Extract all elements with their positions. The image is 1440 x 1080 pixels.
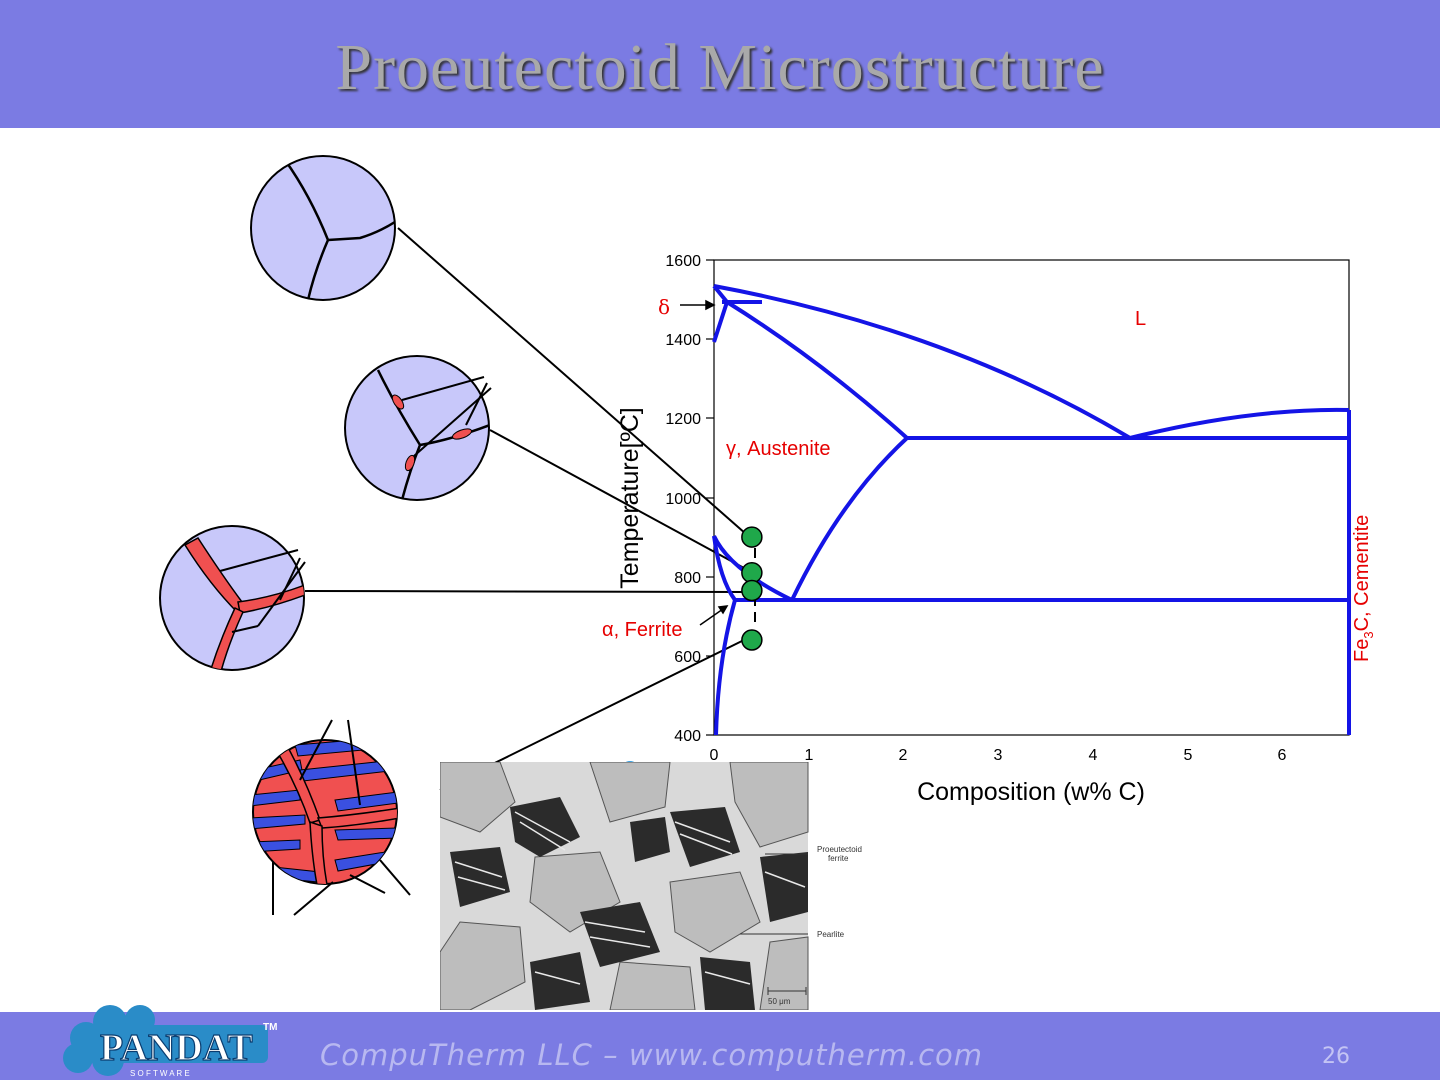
- state-point: [741, 579, 763, 602]
- microstructure-nucleation: [344, 355, 492, 501]
- connector-line: [304, 590, 745, 593]
- x-tick-label: 5: [1184, 747, 1193, 764]
- y-tick-label: 1000: [665, 491, 701, 508]
- x-tick-label: 3: [994, 747, 1003, 764]
- state-point: [741, 629, 763, 651]
- micrograph-callout: ferrite: [828, 854, 849, 863]
- state-point: [741, 526, 763, 548]
- x-tick-label: 6: [1278, 747, 1287, 764]
- x-tick-label: 4: [1089, 747, 1098, 764]
- logo-text: PANDAT: [100, 1027, 253, 1069]
- pandat-logo: PANDAT TM S O F T W A R E: [63, 1005, 277, 1078]
- y-tick-label: 800: [674, 570, 701, 587]
- x-axis-label: Composition (w% C): [917, 778, 1145, 806]
- state-point: [741, 561, 763, 584]
- micrograph: Proeutectoid ferrite Pearlite 50 μm: [440, 762, 868, 1010]
- phase-label-liquid: L: [1135, 308, 1146, 330]
- slide-title: Proeutectoid Microstructure: [335, 31, 1105, 104]
- phase-label-ferrite: α, Ferrite: [602, 619, 682, 641]
- page-number: 26: [1322, 1044, 1350, 1069]
- phase-label-cementite: Fe3C, Cementite: [1351, 515, 1376, 662]
- microstructure-pearlite: [252, 719, 411, 916]
- title-bar: [0, 0, 1440, 128]
- y-tick-label: 400: [674, 728, 701, 745]
- y-tick-label: 1400: [665, 332, 701, 349]
- x-tick-label: 0: [710, 747, 719, 764]
- y-tick-label: 1600: [665, 253, 701, 270]
- footer-text: CompuTherm LLC – www.computherm.com: [320, 1038, 984, 1072]
- y-tick-label: 1200: [665, 411, 701, 428]
- plot-frame: [713, 259, 1350, 736]
- phase-label-delta: δ: [658, 295, 670, 319]
- scale-bar-label: 50 μm: [768, 997, 791, 1006]
- logo-trademark: TM: [263, 1022, 277, 1033]
- microstructure-austenite: [250, 155, 396, 301]
- x-tick-label: 2: [899, 747, 908, 764]
- x-tick-label: 1: [805, 747, 814, 764]
- phase-diagram: 1600 1400 1200 1000 800 600 400 0 1 2 3 …: [602, 253, 1376, 806]
- y-axis-label: Temperature[ºC]: [616, 407, 644, 588]
- connector-lines: [304, 227, 747, 791]
- micrograph-callout: Pearlite: [817, 930, 845, 939]
- micrograph-callout: Proeutectoid: [817, 845, 862, 854]
- phase-label-austenite: γ, Austenite: [726, 438, 831, 460]
- phase-boundaries: [712, 284, 1351, 736]
- logo-subtitle: S O F T W A R E: [130, 1069, 190, 1078]
- state-points: [741, 526, 763, 651]
- microstructure-ferrite-growth: [159, 525, 306, 671]
- y-tick-label: 600: [674, 649, 701, 666]
- connector-line: [489, 429, 745, 569]
- connector-line: [397, 227, 747, 535]
